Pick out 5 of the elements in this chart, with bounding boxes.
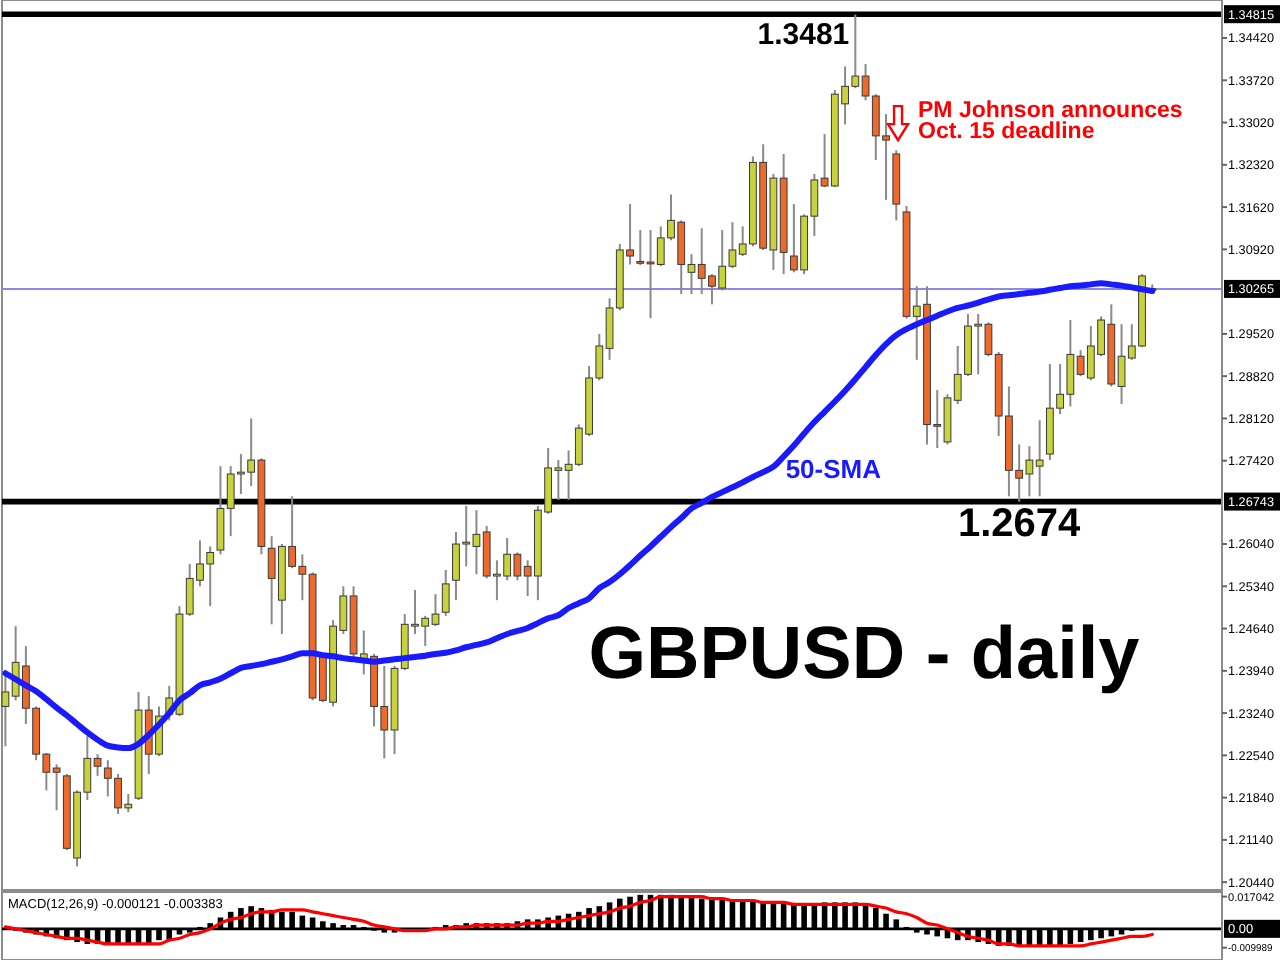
annotation: PM Johnson announces Oct. 15 deadline (918, 99, 1183, 145)
annotation: 1.2674 (957, 501, 1083, 546)
series-label: 50-SMA (785, 454, 883, 485)
text: GBPUSD - daily (588, 612, 1141, 694)
annotation: 1.3481 (757, 18, 850, 53)
